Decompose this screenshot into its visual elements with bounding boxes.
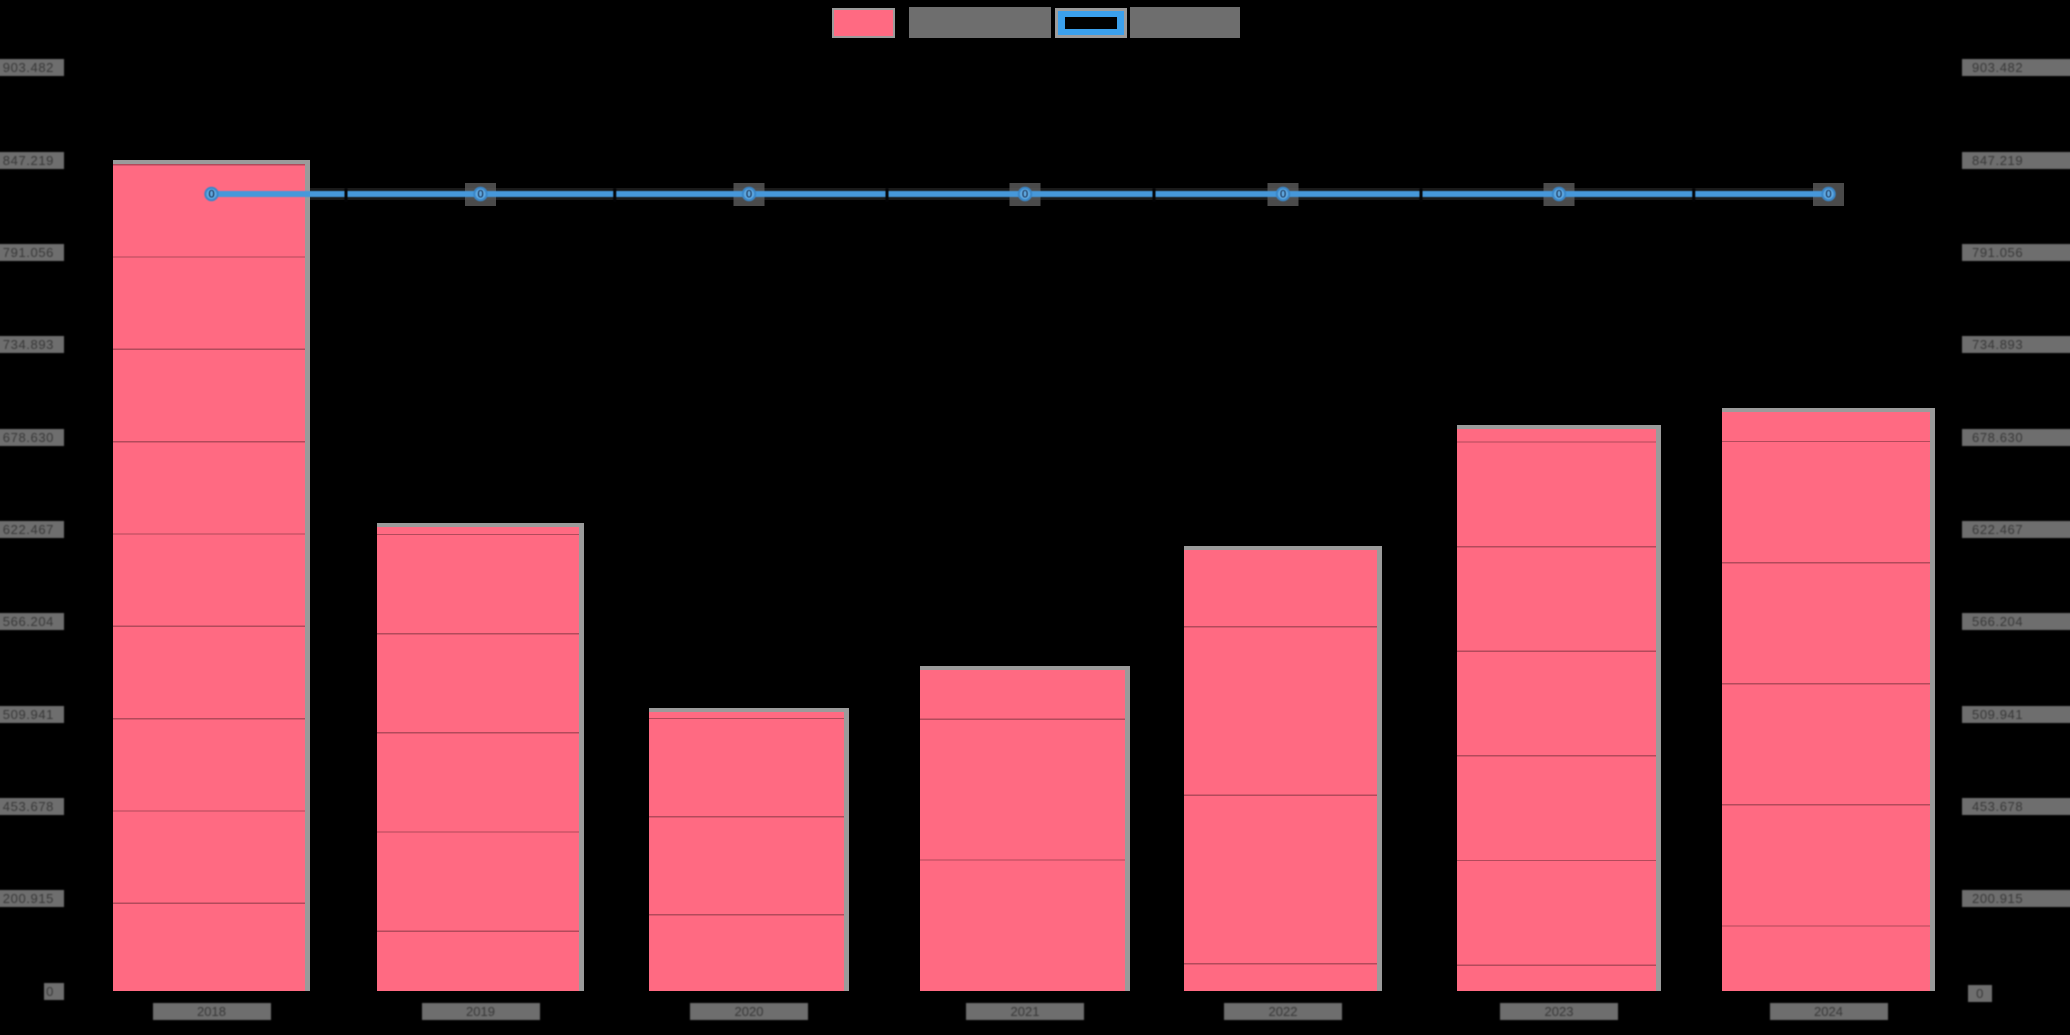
svg-text:0: 0 — [746, 189, 752, 201]
svg-text:0: 0 — [1280, 189, 1286, 201]
svg-text:0: 0 — [1556, 189, 1562, 201]
svg-text:0: 0 — [1022, 189, 1028, 201]
svg-text:0: 0 — [477, 189, 483, 201]
svg-text:0: 0 — [1825, 189, 1831, 201]
